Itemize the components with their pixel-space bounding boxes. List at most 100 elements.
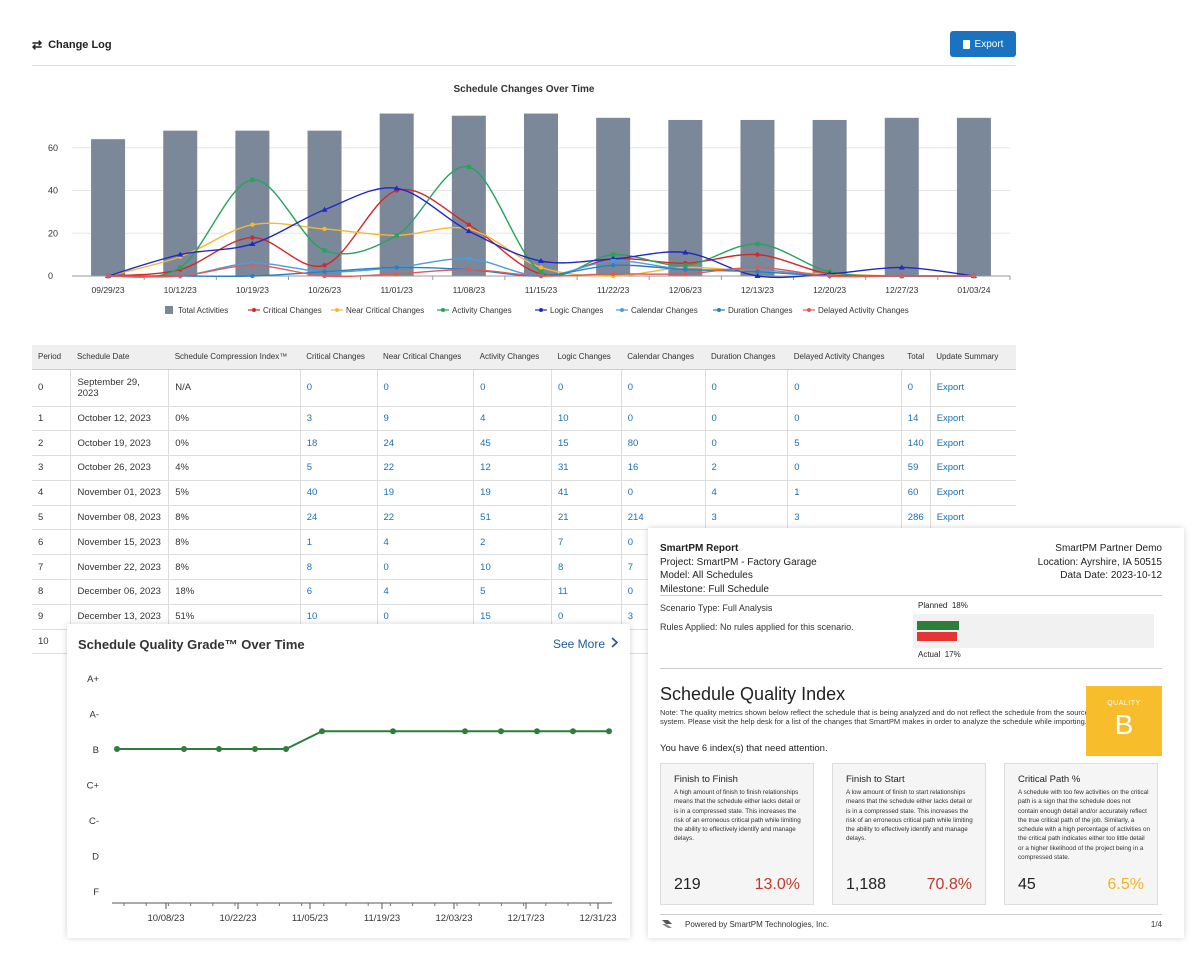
table-cell[interactable]: 10 — [551, 406, 622, 432]
table-cell[interactable]: 21 — [551, 505, 622, 531]
table-cell[interactable]: 0 — [787, 406, 902, 432]
table-cell[interactable]: 0 — [377, 369, 475, 407]
table-cell[interactable]: 0 — [705, 369, 789, 407]
table-cell: 7 — [32, 554, 72, 581]
table-cell[interactable]: 8 — [551, 554, 622, 581]
table-cell[interactable]: 60 — [901, 480, 931, 506]
point-activity-changes — [538, 269, 544, 274]
table-cell[interactable]: 5 — [300, 455, 378, 481]
table-cell[interactable]: 45 — [473, 430, 552, 457]
table-cell[interactable]: 41 — [551, 480, 622, 506]
point-activity-changes — [250, 177, 255, 183]
table-cell[interactable]: 0 — [705, 430, 789, 457]
table-cell[interactable]: 51 — [473, 505, 552, 531]
column-header[interactable]: Delayed Activity Changes — [787, 345, 902, 370]
table-cell[interactable]: 0 — [377, 554, 475, 581]
column-header[interactable]: Total — [901, 345, 931, 370]
column-header[interactable]: Critical Changes — [300, 345, 378, 370]
table-cell[interactable]: 11 — [551, 579, 622, 605]
table-cell[interactable]: 3 — [705, 505, 789, 531]
export-link[interactable]: Export — [930, 480, 1016, 506]
table-cell[interactable]: 0 — [705, 406, 789, 432]
table-cell[interactable]: 19 — [473, 480, 552, 506]
table-cell[interactable]: 31 — [551, 455, 622, 481]
point-critical-changes — [755, 252, 760, 257]
rules-applied: Rules Applied: No rules applied for this… — [660, 622, 854, 632]
table-cell[interactable]: 0 — [787, 455, 902, 481]
table-cell: 1 — [32, 406, 72, 432]
table-cell[interactable]: 4 — [705, 480, 789, 506]
table-cell[interactable]: 18 — [300, 430, 378, 457]
export-link[interactable]: Export — [930, 455, 1016, 481]
table-cell[interactable]: 7 — [551, 529, 622, 556]
table-cell[interactable]: 24 — [377, 430, 475, 457]
export-link[interactable]: Export — [930, 430, 1016, 457]
table-cell: 8% — [168, 505, 301, 531]
table-cell[interactable]: 19 — [377, 480, 475, 506]
point-activity-changes — [394, 233, 399, 238]
table-cell[interactable]: 5 — [787, 430, 902, 457]
column-header[interactable]: Near Critical Changes — [377, 345, 474, 370]
table-cell[interactable]: 2 — [473, 529, 552, 556]
change-log-header: ⇄ Change Log Export — [32, 28, 1016, 66]
table-cell[interactable]: 59 — [901, 455, 931, 481]
table-cell[interactable]: 140 — [901, 430, 931, 457]
table-cell[interactable]: 14 — [901, 406, 931, 432]
table-cell[interactable]: 8 — [300, 554, 378, 581]
column-header[interactable]: Logic Changes — [551, 345, 622, 370]
column-header[interactable]: Duration Changes — [705, 345, 788, 370]
table-cell[interactable]: 40 — [300, 480, 378, 506]
table-cell[interactable]: 0 — [787, 369, 902, 407]
column-header[interactable]: Update Summary — [930, 345, 1016, 370]
table-cell[interactable]: 1 — [300, 529, 378, 556]
table-cell[interactable]: 286 — [901, 505, 931, 531]
table-cell[interactable]: 9 — [377, 406, 475, 432]
column-header[interactable]: Calendar Changes — [621, 345, 705, 370]
table-cell[interactable]: 0 — [551, 369, 622, 407]
table-cell[interactable]: 22 — [377, 505, 475, 531]
table-cell[interactable]: 10 — [473, 554, 552, 581]
actual-value: 17% — [944, 650, 961, 659]
point-delayed-activity-changes — [683, 271, 688, 277]
column-header[interactable]: Activity Changes — [473, 345, 552, 370]
column-header[interactable]: Schedule Compression Index™ — [168, 345, 301, 370]
table-cell[interactable]: 6 — [300, 579, 378, 605]
table-cell[interactable]: 80 — [621, 430, 706, 457]
table-cell[interactable]: 4 — [377, 579, 475, 605]
y-tick-label: 0 — [48, 271, 53, 281]
x-tick-label: 12/06/23 — [669, 285, 702, 295]
table-cell[interactable]: 0 — [621, 369, 706, 407]
point-duration-changes — [322, 269, 327, 274]
export-button[interactable]: Export — [950, 31, 1016, 57]
table-cell[interactable]: 3 — [787, 505, 902, 531]
report-company-info: SmartPM Partner Demo Location: Ayrshire,… — [1038, 542, 1162, 583]
table-cell[interactable]: 0 — [621, 480, 706, 506]
table-cell[interactable]: 0 — [300, 369, 378, 407]
table-cell[interactable]: 214 — [621, 505, 706, 531]
table-cell[interactable]: 22 — [377, 455, 475, 481]
table-cell[interactable]: 0 — [621, 406, 706, 432]
table-cell[interactable]: 5 — [473, 579, 552, 605]
table-cell[interactable]: 16 — [621, 455, 706, 481]
export-link[interactable]: Export — [930, 369, 1016, 407]
table-cell[interactable]: 1 — [787, 480, 902, 506]
export-link[interactable]: Export — [930, 406, 1016, 432]
table-cell[interactable]: 24 — [300, 505, 378, 531]
table-cell[interactable]: 0 — [473, 369, 552, 407]
table-cell[interactable]: 2 — [705, 455, 789, 481]
table-cell[interactable]: 0 — [901, 369, 931, 407]
table-cell[interactable]: 15 — [551, 430, 622, 457]
planned-value: 18% — [951, 601, 968, 610]
column-header[interactable]: Schedule Date — [70, 345, 169, 370]
table-cell[interactable]: 3 — [300, 406, 378, 432]
column-header[interactable]: Period — [32, 345, 71, 370]
export-link[interactable]: Export — [930, 505, 1016, 531]
legend-marker-delayed-activity-changes — [807, 308, 811, 312]
sqi-title: Schedule Quality Index — [660, 684, 846, 704]
planned-label-text: Planned — [918, 601, 948, 610]
table-cell[interactable]: 12 — [473, 455, 552, 481]
table-cell[interactable]: 4 — [473, 406, 552, 432]
actual-label-text: Actual — [918, 650, 941, 659]
see-more-link[interactable]: See More — [553, 637, 619, 651]
table-cell[interactable]: 4 — [377, 529, 475, 556]
